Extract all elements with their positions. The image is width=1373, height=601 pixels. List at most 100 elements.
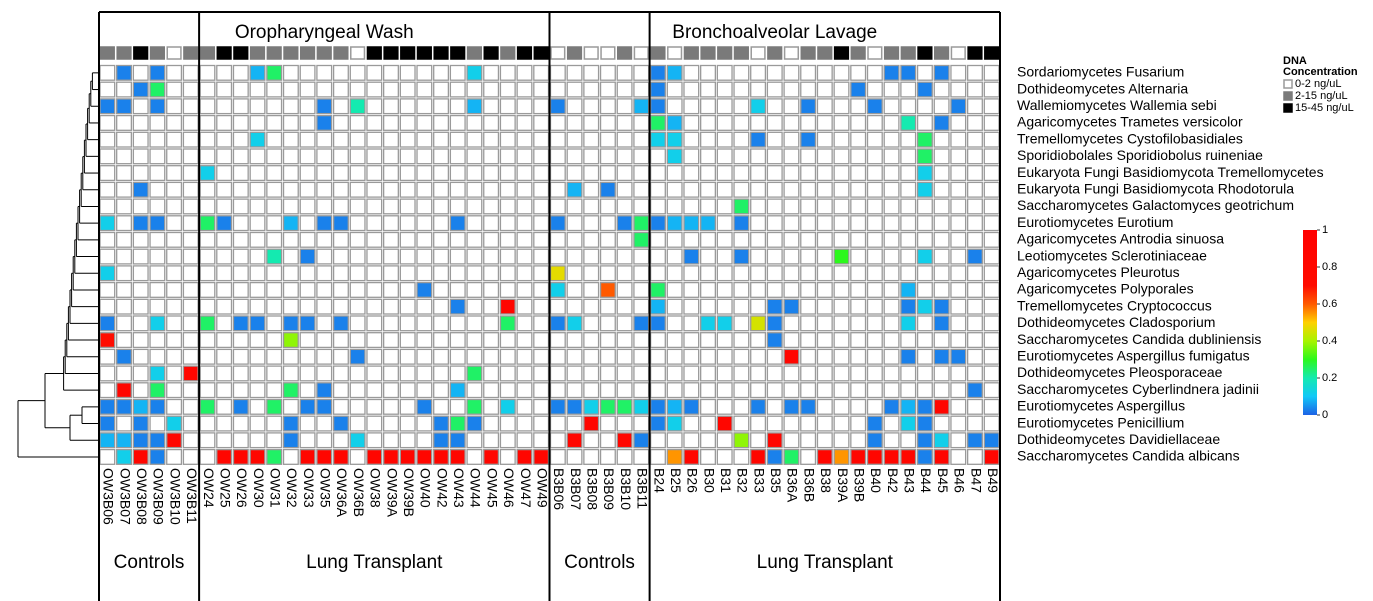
- empty-cell: [483, 315, 500, 332]
- empty-cell: [833, 265, 850, 282]
- empty-cell: [966, 114, 983, 131]
- row-label: Saccharomycetes Cyberlindnera jadinii: [1017, 381, 1259, 397]
- empty-cell: [950, 215, 967, 232]
- empty-cell: [99, 231, 116, 248]
- empty-cell: [783, 248, 800, 265]
- cell: [116, 432, 133, 449]
- column-label: OW3B07: [117, 468, 133, 525]
- row-label: Eurotiomycetes Penicillium: [1017, 414, 1184, 430]
- empty-cell: [266, 114, 283, 131]
- empty-cell: [983, 98, 1000, 115]
- cell: [616, 432, 633, 449]
- empty-cell: [933, 281, 950, 298]
- empty-cell: [833, 98, 850, 115]
- empty-cell: [299, 81, 316, 98]
- empty-cell: [449, 365, 466, 382]
- column-label: OW46: [501, 468, 517, 508]
- empty-cell: [850, 281, 867, 298]
- empty-cell: [983, 315, 1000, 332]
- column-label: OW39B: [401, 468, 417, 517]
- empty-cell: [566, 281, 583, 298]
- empty-cell: [883, 215, 900, 232]
- empty-cell: [716, 298, 733, 315]
- empty-cell: [599, 231, 616, 248]
- column-label: OW40: [418, 468, 434, 508]
- empty-cell: [733, 231, 750, 248]
- empty-cell: [733, 98, 750, 115]
- empty-cell: [166, 365, 183, 382]
- cell: [599, 281, 616, 298]
- cell: [216, 448, 233, 465]
- empty-cell: [399, 248, 416, 265]
- empty-cell: [850, 365, 867, 382]
- empty-cell: [566, 98, 583, 115]
- empty-cell: [449, 281, 466, 298]
- cell: [666, 131, 683, 148]
- empty-cell: [499, 432, 516, 449]
- empty-cell: [666, 332, 683, 349]
- empty-cell: [249, 215, 266, 232]
- concentration-cell: [166, 46, 182, 60]
- empty-cell: [166, 148, 183, 165]
- column-label: OW3B10: [167, 468, 183, 525]
- cell: [633, 315, 650, 332]
- empty-cell: [549, 198, 566, 215]
- cell: [633, 215, 650, 232]
- empty-cell: [182, 165, 199, 182]
- empty-cell: [583, 281, 600, 298]
- empty-cell: [583, 81, 600, 98]
- empty-cell: [633, 348, 650, 365]
- empty-cell: [449, 131, 466, 148]
- empty-cell: [800, 81, 817, 98]
- empty-cell: [366, 248, 383, 265]
- empty-cell: [416, 415, 433, 432]
- empty-cell: [516, 181, 533, 198]
- empty-cell: [366, 165, 383, 182]
- empty-cell: [933, 265, 950, 282]
- cell: [666, 415, 683, 432]
- empty-cell: [499, 365, 516, 382]
- empty-cell: [166, 198, 183, 215]
- cell: [316, 98, 333, 115]
- cell: [766, 298, 783, 315]
- cell: [666, 398, 683, 415]
- empty-cell: [616, 165, 633, 182]
- empty-cell: [583, 215, 600, 232]
- cell: [649, 98, 666, 115]
- cell: [132, 215, 149, 232]
- empty-cell: [883, 248, 900, 265]
- concentration-cell: [333, 46, 349, 60]
- empty-cell: [900, 215, 917, 232]
- cell: [499, 315, 516, 332]
- empty-cell: [349, 365, 366, 382]
- empty-cell: [316, 315, 333, 332]
- empty-cell: [516, 332, 533, 349]
- empty-cell: [850, 98, 867, 115]
- empty-cell: [916, 198, 933, 215]
- empty-cell: [816, 131, 833, 148]
- empty-cell: [983, 332, 1000, 349]
- concentration-cell: [850, 46, 866, 60]
- empty-cell: [516, 265, 533, 282]
- empty-cell: [800, 114, 817, 131]
- empty-cell: [382, 348, 399, 365]
- concentration-cell: [116, 46, 132, 60]
- empty-cell: [533, 148, 550, 165]
- empty-cell: [299, 114, 316, 131]
- empty-cell: [750, 248, 767, 265]
- empty-cell: [99, 165, 116, 182]
- empty-cell: [299, 148, 316, 165]
- empty-cell: [733, 298, 750, 315]
- cell: [149, 315, 166, 332]
- empty-cell: [850, 348, 867, 365]
- empty-cell: [866, 81, 883, 98]
- empty-cell: [232, 281, 249, 298]
- column-label: B47: [968, 468, 984, 493]
- empty-cell: [199, 332, 216, 349]
- empty-cell: [499, 64, 516, 81]
- colorbar-label: 0.8: [1322, 261, 1337, 273]
- empty-cell: [416, 382, 433, 399]
- empty-cell: [116, 281, 133, 298]
- empty-cell: [483, 398, 500, 415]
- cell: [149, 64, 166, 81]
